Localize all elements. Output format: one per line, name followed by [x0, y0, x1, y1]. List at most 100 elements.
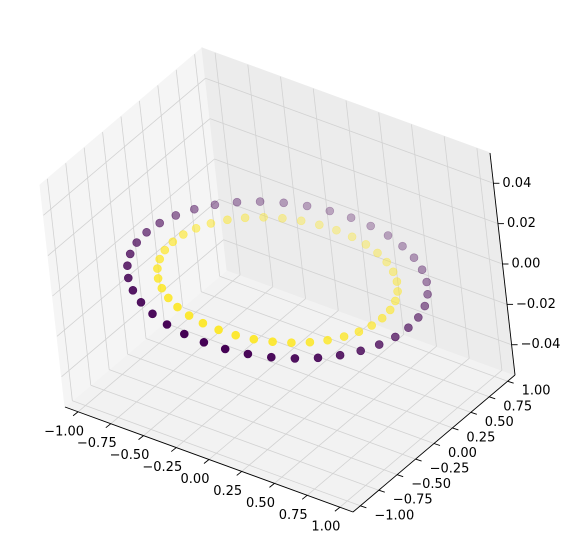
gridline-y-floor	[145, 338, 435, 444]
scatter-point	[142, 228, 151, 237]
scatter-point	[314, 220, 324, 230]
gridline-y-floor	[90, 384, 379, 491]
scatter-point	[231, 330, 240, 340]
scatter-point	[290, 354, 300, 363]
y-tick-label: −0.75	[393, 493, 433, 508]
scatter-point	[136, 297, 146, 307]
x-tick-mark	[301, 494, 308, 500]
x-tick-label: 1.00	[311, 520, 340, 535]
x-tick-mark	[236, 471, 243, 476]
scatter-point	[422, 277, 432, 287]
scatter-point	[184, 311, 194, 320]
gridline-z-back	[209, 118, 499, 225]
y-tick-mark	[397, 474, 404, 478]
scatter-point	[223, 215, 232, 225]
scatter-point	[278, 214, 287, 223]
scatter-point	[347, 232, 357, 242]
gridline-y-floor	[164, 322, 453, 429]
scatter-point	[157, 283, 167, 293]
scatter-point	[366, 221, 376, 231]
y-tick-mark	[360, 505, 367, 509]
scatter-point	[287, 338, 296, 348]
scatter-point	[302, 201, 312, 211]
scatter-point	[417, 265, 427, 275]
scatter-point	[373, 248, 382, 258]
y-tick-mark	[470, 411, 477, 415]
gridline-y-floor	[127, 353, 416, 460]
gridline-y-floor	[219, 275, 508, 382]
scatter-point	[339, 332, 349, 341]
scatter-point	[268, 337, 277, 347]
scatter-point	[279, 198, 289, 208]
scatter-point	[243, 349, 253, 359]
scatter-point	[305, 337, 315, 347]
x-tick-mark	[72, 411, 79, 417]
y-tick-mark	[489, 396, 496, 400]
x-tick-mark	[170, 447, 177, 452]
scatter-point	[191, 224, 201, 233]
x-tick-mark	[138, 435, 144, 440]
scatter-point	[190, 204, 199, 214]
x-tick-label: 0.75	[279, 508, 308, 523]
scatter-point	[377, 313, 387, 323]
scatter-point	[173, 302, 182, 312]
scatter-point	[313, 353, 323, 363]
scatter-point	[128, 285, 138, 295]
scatter-point	[335, 350, 345, 360]
gridline-z-left	[52, 158, 215, 297]
scatter-point	[160, 245, 170, 255]
y-tick-mark	[507, 380, 514, 384]
scatter-point	[162, 320, 172, 329]
x-tick-label: −1.00	[44, 424, 84, 439]
scatter-point	[148, 309, 157, 319]
x-tick-label: 0.00	[181, 472, 210, 487]
x-tick-label: 0.25	[213, 484, 242, 499]
scatter-point	[199, 337, 209, 347]
scatter-point	[198, 318, 208, 328]
x-tick-label: −0.75	[77, 436, 117, 451]
scatter-point	[413, 313, 423, 322]
y-tick-label: 0.75	[503, 399, 532, 414]
gridline-z-left	[61, 239, 224, 378]
scatter-point	[153, 274, 163, 283]
gridline-y-floor	[201, 291, 490, 398]
scatter-point	[367, 321, 377, 330]
gridline-z-back	[214, 158, 503, 265]
x-tick-label: −0.25	[142, 460, 182, 475]
gridline-z-back	[205, 77, 494, 184]
y-tick-mark	[433, 443, 441, 446]
gridline-y-floor	[109, 369, 398, 476]
scatter-point	[390, 332, 400, 342]
scatter-point	[125, 249, 135, 259]
scatter-point	[323, 335, 332, 345]
scatter-points	[123, 197, 432, 363]
gridline-y-floor	[182, 306, 471, 413]
scatter-point	[382, 257, 392, 267]
scatter-point	[404, 323, 413, 333]
scatter-point	[346, 213, 356, 222]
gridline-z-left	[43, 77, 206, 216]
y-tick-mark	[452, 427, 459, 431]
x-tick-mark	[269, 483, 275, 488]
scatter-point	[168, 237, 178, 247]
x-tick-label: −0.50	[110, 448, 150, 463]
z-tick-label: −0.04	[521, 337, 561, 352]
gridline-z-left	[47, 118, 211, 256]
gridline-z-back	[223, 239, 512, 346]
scatter-point	[123, 261, 132, 271]
scatter-point	[214, 325, 223, 335]
scatter-point	[232, 197, 242, 207]
scatter-point	[361, 240, 371, 249]
z-tick-label: 0.00	[512, 257, 541, 272]
scatter-point	[392, 277, 402, 286]
scatter-point	[155, 218, 164, 228]
z-tick-label: 0.02	[507, 216, 536, 231]
scatter-point	[383, 231, 393, 240]
gridline-z-left	[56, 199, 220, 337]
z-tick-label: −0.02	[516, 297, 556, 312]
scatter-point	[398, 241, 407, 251]
scatter-point	[153, 264, 162, 273]
scatter-point	[164, 293, 173, 303]
scatter-point	[210, 200, 220, 210]
